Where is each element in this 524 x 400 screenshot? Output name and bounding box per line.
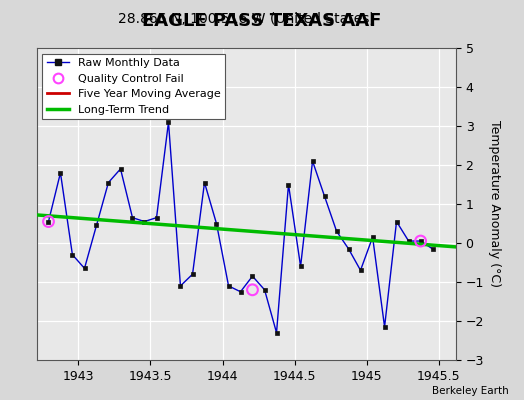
Text: Berkeley Earth: Berkeley Earth — [432, 386, 508, 396]
Text: EAGLE PASS TEXAS AAF: EAGLE PASS TEXAS AAF — [143, 12, 381, 30]
Point — [45, 218, 53, 225]
Title: 28.866 N, 100.516 W (United States): 28.866 N, 100.516 W (United States) — [118, 12, 375, 26]
Point — [417, 238, 425, 244]
Y-axis label: Temperature Anomaly (°C): Temperature Anomaly (°C) — [488, 120, 500, 288]
Point — [248, 286, 257, 293]
Legend: Raw Monthly Data, Quality Control Fail, Five Year Moving Average, Long-Term Tren: Raw Monthly Data, Quality Control Fail, … — [42, 54, 225, 119]
